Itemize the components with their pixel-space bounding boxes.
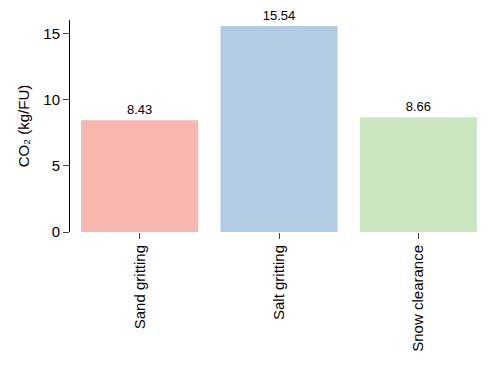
svg-text:0: 0 (52, 223, 60, 240)
svg-text:10: 10 (43, 91, 60, 108)
svg-text:8.43: 8.43 (127, 102, 152, 117)
svg-text:Salt gritting: Salt gritting (270, 245, 287, 320)
svg-text:15.54: 15.54 (263, 8, 296, 23)
svg-text:Snow clearance: Snow clearance (409, 245, 426, 352)
svg-text:8.66: 8.66 (406, 99, 431, 114)
svg-text:15: 15 (43, 25, 60, 42)
svg-text:CO₂ (kg/FU): CO₂ (kg/FU) (15, 85, 32, 168)
svg-text:5: 5 (52, 157, 60, 174)
svg-text:Sand gritting: Sand gritting (131, 245, 148, 329)
